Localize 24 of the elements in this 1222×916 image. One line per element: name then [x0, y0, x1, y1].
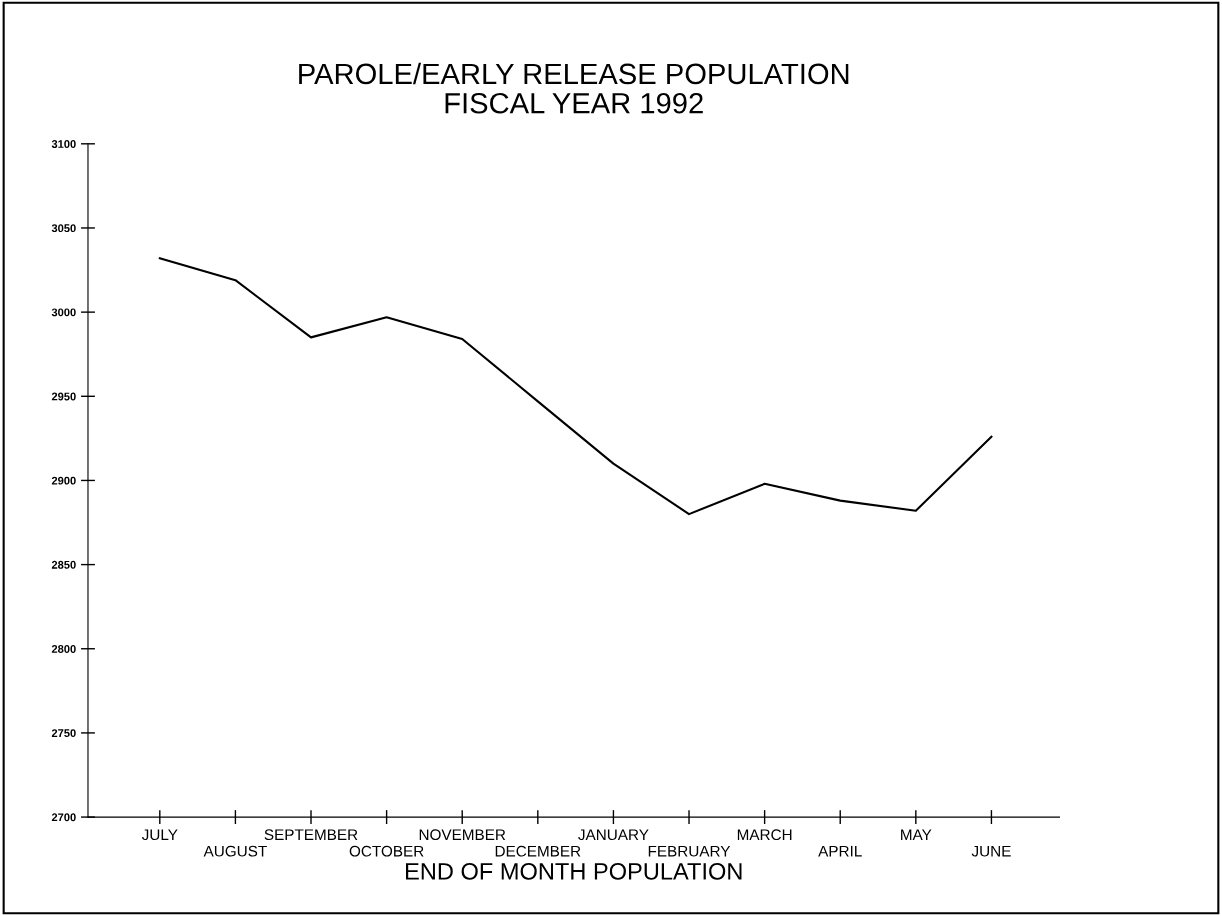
x-tick-label: JANUARY	[578, 829, 649, 841]
y-tick-label: 2750	[51, 729, 76, 738]
y-tick-label: 2950	[51, 392, 76, 401]
y-tick-label: 2850	[51, 560, 76, 569]
y-tick-label: 2900	[51, 476, 76, 485]
y-tick-label: 2700	[51, 813, 76, 822]
x-tick-label: NOVEMBER	[419, 829, 506, 841]
y-tick-label: 3050	[51, 224, 76, 233]
x-tick-label: MAY	[901, 829, 932, 840]
x-tick-label: OCTOBER	[349, 845, 424, 857]
x-tick-label: JUNE	[971, 845, 1011, 857]
x-tick-label: MARCH	[737, 829, 792, 841]
y-tick-label: 2800	[51, 645, 76, 653]
x-tick-label: FEBRUARY	[648, 845, 731, 857]
x-tick-label: SEPTEMBER	[264, 829, 358, 841]
chart-title: PAROLE/EARLY RELEASE POPULATION FISCAL YEAR 1992	[299, 62, 849, 114]
x-tick-label: DECEMBER	[495, 845, 581, 857]
x-tick-label: APRIL	[818, 845, 862, 857]
x-tick-label: JULY	[141, 829, 178, 841]
y-tick-label: 3000	[51, 308, 76, 317]
line-series	[158, 257, 993, 516]
y-tick-label: 3100	[51, 140, 76, 148]
x-tick-label: AUGUST	[203, 845, 267, 857]
x-axis-title: END OF MONTH POPULATION	[406, 862, 742, 880]
